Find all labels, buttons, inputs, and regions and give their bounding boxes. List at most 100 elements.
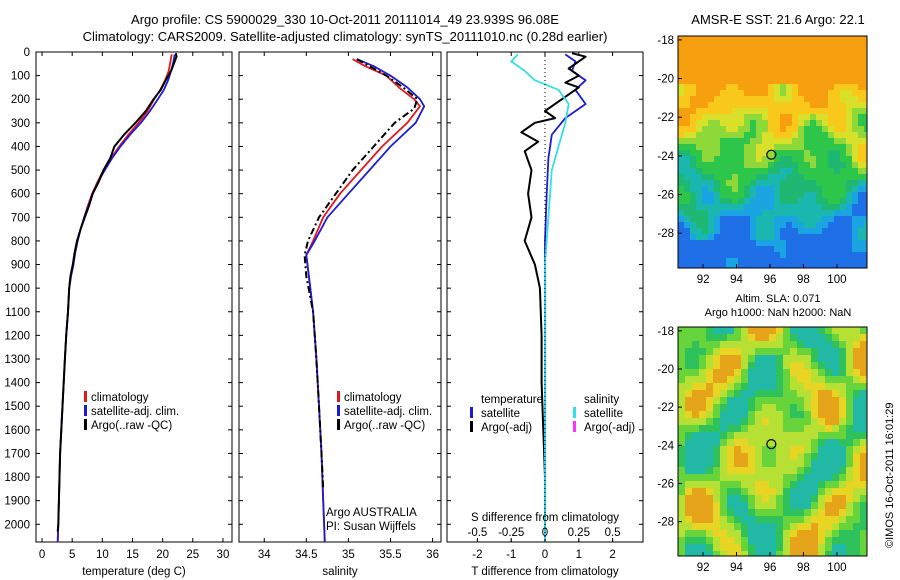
map-cell: [804, 418, 811, 425]
map-cell: [684, 210, 690, 216]
map-cell: [816, 186, 822, 192]
map-cell: [708, 96, 714, 102]
map-cell: [839, 544, 846, 551]
map-cell: [699, 509, 706, 516]
panel-frame: [238, 51, 442, 543]
map-cell: [776, 418, 783, 425]
map-cell: [834, 42, 840, 48]
map-cell: [834, 138, 840, 144]
map-cell: [832, 502, 839, 509]
map-cell: [797, 404, 804, 411]
map-cell: [678, 537, 685, 544]
map-cell: [732, 102, 738, 108]
map-cell: [699, 544, 706, 551]
map-cell: [720, 114, 726, 120]
map-cell: [832, 488, 839, 495]
map-cell: [798, 114, 804, 120]
map-cell: [756, 66, 762, 72]
map-cell: [790, 341, 797, 348]
map-cell: [860, 495, 867, 502]
map-cell: [804, 138, 810, 144]
map-cell: [804, 42, 810, 48]
map-cell: [786, 168, 792, 174]
map-cell: [732, 78, 738, 84]
map-cell: [699, 383, 706, 390]
map-cell: [783, 362, 790, 369]
map-cell: [750, 204, 756, 210]
x-tick-label-2: 35: [342, 549, 355, 561]
map-cell: [678, 102, 684, 108]
map-cell: [755, 509, 762, 516]
map-cell: [811, 369, 818, 376]
map-cell: [741, 418, 748, 425]
map-cell: [727, 537, 734, 544]
map-cell: [685, 509, 692, 516]
map-cell: [732, 150, 738, 156]
map-cell: [762, 150, 768, 156]
map-cell: [732, 240, 738, 246]
map-cell: [816, 54, 822, 60]
map-cell: [692, 530, 699, 537]
x-tick-label-3: 1: [576, 549, 582, 561]
map-cell: [797, 537, 804, 544]
depth-tick-label-10: 1000: [4, 283, 30, 295]
map-cell: [825, 341, 832, 348]
map-cell: [804, 411, 811, 418]
map-cell: [702, 186, 708, 192]
map-cell: [744, 240, 750, 246]
map-cell: [720, 180, 726, 186]
map-cell: [699, 418, 706, 425]
map-cell: [774, 204, 780, 210]
map-cell: [713, 418, 720, 425]
map-cell: [818, 551, 825, 556]
map-cell: [726, 66, 732, 72]
map-cell: [720, 120, 726, 126]
map-cell: [738, 72, 744, 78]
map-cell: [811, 509, 818, 516]
map-cell: [846, 446, 853, 453]
map-cell: [685, 530, 692, 537]
map-cell: [748, 544, 755, 551]
map-cell: [846, 341, 853, 348]
map-cell: [769, 474, 776, 481]
map-cell: [714, 138, 720, 144]
map-cell: [804, 234, 810, 240]
map-cell: [818, 362, 825, 369]
map-cell: [713, 544, 720, 551]
map-cell: [762, 509, 769, 516]
map-cell: [734, 390, 741, 397]
map-cell: [825, 467, 832, 474]
map-cell: [706, 474, 713, 481]
map-cell: [720, 48, 726, 54]
map-cell: [846, 453, 853, 460]
map-cell: [792, 264, 798, 268]
map-cell: [692, 474, 699, 481]
map-cell: [678, 228, 684, 234]
map-cell: [783, 509, 790, 516]
map-cell: [822, 66, 828, 72]
map-cell: [846, 383, 853, 390]
map-cell: [776, 369, 783, 376]
map-cell: [741, 383, 748, 390]
map-cell: [684, 144, 690, 150]
map-cell: [720, 174, 726, 180]
map-cell: [864, 42, 867, 48]
map-cell: [816, 150, 822, 156]
map-cell: [816, 228, 822, 234]
map-cell: [834, 168, 840, 174]
map-cell: [858, 186, 864, 192]
map-cell: [852, 138, 858, 144]
map-cell: [853, 355, 860, 362]
map-cell: [714, 180, 720, 186]
map-cell: [690, 126, 696, 132]
map-cell: [756, 186, 762, 192]
depth-tick-label-14: 1400: [4, 378, 30, 390]
map-cell: [804, 216, 810, 222]
map-cell: [685, 516, 692, 523]
map-cell: [790, 474, 797, 481]
map-cell: [738, 156, 744, 162]
map-cell: [774, 48, 780, 54]
map-cell: [816, 240, 822, 246]
map-cell: [846, 348, 853, 355]
